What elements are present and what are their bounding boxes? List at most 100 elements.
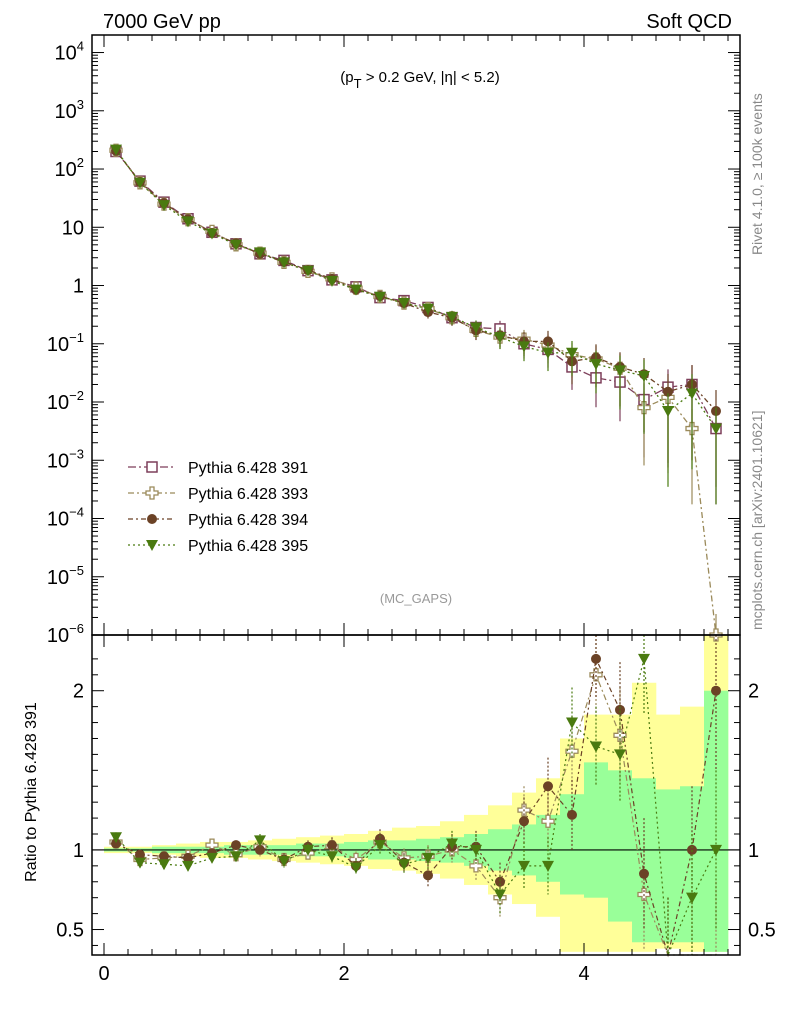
data-point [158, 200, 170, 212]
ratio-point [710, 844, 722, 856]
cut-sub: T [354, 76, 362, 91]
ratio-point [639, 868, 649, 879]
header-category: Soft QCD [646, 11, 732, 33]
ratio-point [111, 838, 121, 849]
data-point [518, 341, 530, 353]
data-point [446, 311, 458, 323]
ratio-point [158, 859, 170, 871]
cut-annotation: (pT > 0.2 GeV, |η| < 5.2) [340, 69, 499, 91]
ratio-point [110, 832, 122, 844]
data-point [350, 284, 362, 296]
main-panel [109, 143, 723, 642]
y-tick-label: 10−2 [47, 388, 84, 414]
analysis-label: (MC_GAPS) [380, 591, 452, 606]
ratio-point [183, 852, 193, 863]
ratio-y-tick-label-right: 2 [748, 681, 759, 703]
ratio-y-tick-label: 2 [73, 681, 84, 703]
ratio-point [278, 856, 290, 868]
data-point [206, 228, 218, 240]
data-point [543, 336, 553, 347]
ratio-point [687, 844, 697, 855]
ratio-point [134, 857, 146, 869]
ratio-point [206, 852, 218, 864]
ratio-panel [92, 635, 740, 958]
legend-marker [147, 514, 157, 524]
y-tick-label: 1 [73, 276, 84, 298]
y-tick-label: 10 [62, 217, 84, 239]
header-energy: 7000 GeV pp [103, 11, 221, 33]
data-point [374, 291, 386, 303]
ratio-point [495, 876, 505, 887]
ratio-y-tick-label-right: 0.5 [748, 920, 776, 942]
ratio-point [542, 860, 554, 872]
ratio-point [398, 859, 410, 871]
data-point [326, 275, 338, 287]
x-tick-label: 2 [338, 963, 349, 985]
legend-marker [145, 486, 159, 500]
ratio-ylabel: Ratio to Pythia 6.428 391 [23, 702, 40, 882]
data-point [182, 216, 194, 228]
ratio-point [182, 860, 194, 872]
data-point [134, 177, 146, 189]
legend-marker [146, 461, 158, 473]
data-point [494, 332, 506, 344]
ratio-line [115, 656, 717, 958]
ratio-point [615, 704, 625, 715]
ratio-point [518, 860, 530, 872]
ratio-point [591, 653, 601, 664]
cut-main: (p [340, 69, 353, 86]
ratio-y-tick-label: 1 [73, 840, 84, 862]
ratio-point [231, 840, 241, 851]
series-line [115, 150, 717, 412]
ratio-point [302, 844, 314, 856]
band-green [584, 762, 609, 898]
ratio-point [519, 816, 529, 827]
ratio-point [638, 653, 650, 665]
data-point [542, 347, 554, 359]
ratio-point [614, 749, 626, 761]
ratio-point [566, 717, 578, 729]
legend-label: Pythia 6.428 391 [188, 460, 308, 477]
series-line [115, 151, 717, 429]
data-point [422, 303, 434, 315]
ratio-point [350, 862, 362, 874]
ratio-point [230, 851, 242, 863]
data-point [230, 239, 242, 251]
ratio-point [159, 851, 169, 862]
ratio-point [470, 844, 482, 856]
ratio-y-tick-label-right: 1 [748, 840, 759, 862]
legend-label: Pythia 6.428 395 [188, 538, 308, 555]
x-tick-label: 0 [98, 963, 109, 985]
data-point [302, 265, 314, 277]
legend: Pythia 6.428 391 Pythia 6.428 393 Pythia 6… [128, 460, 308, 555]
y-tick-label: 10−4 [47, 505, 84, 531]
x-tick-label: 4 [578, 963, 589, 985]
ratio-y-tick-label: 0.5 [56, 920, 84, 942]
y-tick-label: 102 [55, 155, 84, 181]
data-point [398, 298, 410, 310]
ratio-point [567, 809, 577, 820]
data-point [470, 322, 482, 334]
ratio-point [374, 840, 386, 852]
ratio-point [541, 814, 555, 828]
ratio-point [494, 889, 506, 901]
ratio-point [469, 859, 483, 873]
ratio-point [422, 852, 434, 864]
cut-rest: > 0.2 GeV, |η| < 5.2) [362, 69, 500, 86]
legend-marker [146, 540, 158, 551]
mcplots-label: mcplots.cern.ch [arXiv:2401.10621] [749, 411, 765, 630]
ratio-point [711, 685, 721, 696]
y-tick-label: 103 [55, 97, 84, 123]
data-point [662, 406, 674, 418]
data-point [110, 144, 122, 156]
data-point [278, 257, 290, 269]
y-tick-label: 10−5 [47, 563, 84, 589]
ratio-point [686, 892, 698, 904]
data-point [566, 347, 578, 359]
rivet-label: Rivet 4.1.0, ≥ 100k events [749, 93, 765, 255]
data-point [638, 370, 650, 382]
ratio-point [326, 851, 338, 863]
ratio-point [423, 870, 433, 881]
ratio-point [255, 844, 265, 855]
